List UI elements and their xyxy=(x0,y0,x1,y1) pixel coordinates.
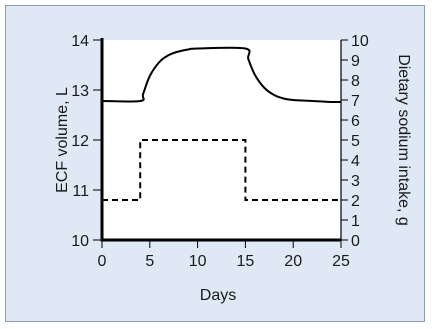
left-y-tick-label: 10 xyxy=(71,233,89,250)
right-y-tick-label: 5 xyxy=(351,133,360,150)
right-y-tick-label: 7 xyxy=(351,93,360,110)
right-y-tick-label: 2 xyxy=(351,193,360,210)
x-tick-label: 25 xyxy=(332,253,350,270)
ecf-volume-line xyxy=(101,46,342,104)
right-y-tick-label: 9 xyxy=(351,53,360,70)
right-y-tick-label: 10 xyxy=(351,33,369,50)
right-y-tick-label: 6 xyxy=(351,113,360,130)
left-y-tick-label: 13 xyxy=(71,83,89,100)
right-y-tick-label: 0 xyxy=(351,233,360,250)
x-axis-ticks: 0 5 10 15 20 25 xyxy=(98,240,350,270)
left-y-tick-label: 11 xyxy=(72,183,89,200)
x-tick-label: 20 xyxy=(284,253,302,270)
right-y-tick-label: 8 xyxy=(351,73,360,90)
right-y-tick-label: 1 xyxy=(351,213,360,230)
right-y-tick-label: 3 xyxy=(351,173,360,190)
x-tick-label: 10 xyxy=(189,253,207,270)
x-tick-label: 15 xyxy=(237,253,255,270)
x-tick-label: 5 xyxy=(145,253,154,270)
right-y-axis-title: Dietary sodium intake, g xyxy=(395,54,412,226)
left-y-tick-label: 14 xyxy=(71,33,89,50)
right-y-tick-label: 4 xyxy=(351,153,360,170)
left-y-tick-label: 12 xyxy=(71,133,89,150)
right-y-axis-ticks: 0 1 2 3 4 5 6 7 8 9 10 xyxy=(341,33,369,250)
x-tick-label: 0 xyxy=(98,253,107,270)
sodium-intake-line xyxy=(102,139,341,201)
chart-axes xyxy=(100,38,342,242)
chart-series xyxy=(101,46,342,201)
plot-area xyxy=(102,40,341,240)
left-y-axis-title: ECF volume, L xyxy=(54,87,71,193)
x-axis-title: Days xyxy=(200,287,236,304)
left-y-axis-ticks: 10 11 12 13 14 xyxy=(71,33,102,250)
